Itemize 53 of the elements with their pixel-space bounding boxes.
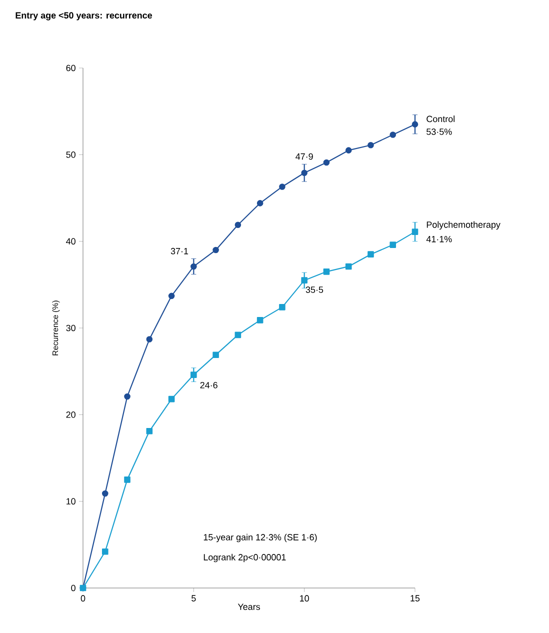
- point: [368, 142, 374, 148]
- annotation: 41·1%: [426, 236, 452, 242]
- point: [279, 184, 286, 190]
- x-tick-label: 5: [192, 595, 196, 602]
- point: [390, 132, 396, 138]
- point: [256, 317, 264, 324]
- point: [390, 242, 396, 248]
- annotation: 47·9: [296, 153, 313, 160]
- point: [168, 396, 175, 402]
- x-axis-title: Years: [238, 604, 260, 610]
- point: [190, 263, 197, 270]
- y-tick-label: 60: [66, 64, 76, 72]
- point: [323, 268, 330, 275]
- point: [146, 336, 153, 342]
- point: [234, 332, 242, 338]
- point: [124, 393, 130, 400]
- y-tick-label: 40: [66, 238, 76, 245]
- point: [412, 228, 418, 235]
- y-tick-label: 0: [71, 584, 76, 592]
- point: [234, 222, 242, 228]
- point: [323, 159, 330, 166]
- point: [102, 548, 108, 555]
- point: [190, 372, 197, 378]
- annotation: 35·5: [306, 286, 324, 293]
- point: [102, 490, 108, 497]
- point: [212, 246, 219, 254]
- x-tick-label: 0: [80, 595, 86, 602]
- point: [256, 200, 264, 206]
- point: [345, 263, 352, 270]
- annotation: 24·6: [200, 382, 218, 388]
- x-tick-label: 15: [410, 595, 420, 602]
- point: [279, 304, 286, 310]
- point: [212, 352, 219, 358]
- y-tick-label: 20: [66, 411, 76, 418]
- point: [168, 292, 175, 300]
- annotation: Logrank 2p<0·00001: [204, 554, 286, 562]
- annotation: 53·5%: [426, 128, 452, 135]
- point: [146, 428, 153, 434]
- chart-title: Entry age <50 years: recurrence: [16, 12, 152, 20]
- point: [301, 170, 308, 176]
- series-label: Control: [426, 116, 454, 122]
- point: [368, 251, 374, 258]
- x-tick-label: 10: [300, 595, 309, 602]
- point: [345, 147, 352, 154]
- y-tick-label: 50: [66, 151, 76, 158]
- point: [124, 476, 130, 483]
- annotation: 37·1: [170, 248, 188, 254]
- y-tick-label: 10: [66, 498, 76, 505]
- series-label: Polychemotherapy: [426, 221, 500, 230]
- point: [412, 121, 418, 128]
- y-tick-label: 30: [66, 324, 76, 332]
- annotation: 15-year gain 12·3% (SE 1·6): [204, 534, 317, 542]
- point: [301, 277, 308, 284]
